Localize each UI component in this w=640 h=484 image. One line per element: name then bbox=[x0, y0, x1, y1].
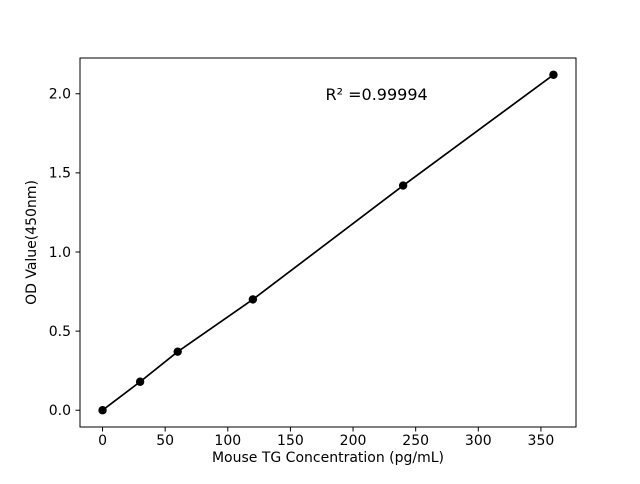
x-tick-label: 300 bbox=[465, 433, 492, 449]
y-tick-label: 2.0 bbox=[49, 87, 71, 103]
data-point-marker bbox=[173, 347, 182, 356]
x-tick-label: 50 bbox=[156, 433, 174, 449]
data-point-marker bbox=[98, 406, 107, 415]
data-point-marker bbox=[549, 70, 558, 79]
plot-border bbox=[79, 57, 577, 428]
x-tick-label: 150 bbox=[277, 433, 304, 449]
x-tick-label: 250 bbox=[402, 433, 429, 449]
x-axis-label: Mouse TG Concentration (pg/mL) bbox=[212, 450, 444, 466]
r-squared-annotation: R² =0.99994 bbox=[325, 85, 427, 104]
data-point-marker bbox=[248, 295, 258, 304]
series-line bbox=[102, 74, 554, 411]
x-tick-label: 200 bbox=[340, 433, 367, 449]
x-tick-label: 100 bbox=[214, 433, 241, 449]
y-tick-label: 0.0 bbox=[49, 403, 71, 419]
data-point-marker bbox=[135, 377, 145, 386]
y-tick-label: 1.0 bbox=[49, 245, 71, 261]
y-tick-label: 1.5 bbox=[49, 166, 71, 182]
data-point-marker bbox=[398, 181, 408, 190]
y-axis-label: OD Value(450nm) bbox=[24, 180, 40, 305]
x-tick-label: 0 bbox=[98, 433, 107, 449]
y-tick-label: 0.5 bbox=[49, 324, 71, 340]
x-tick-label: 350 bbox=[528, 433, 555, 449]
